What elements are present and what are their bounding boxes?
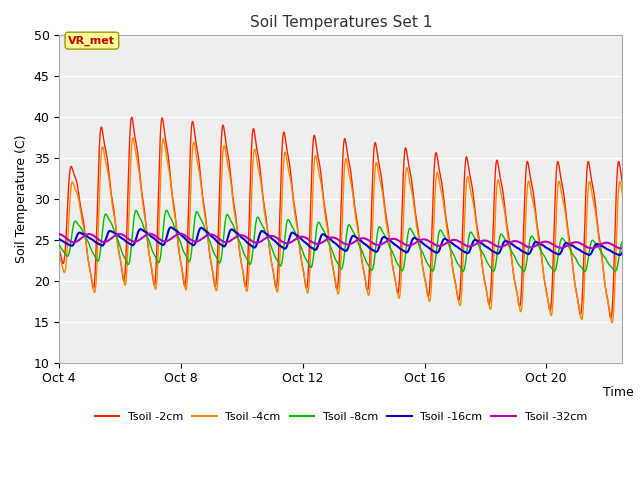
X-axis label: Time: Time [603, 385, 634, 398]
Y-axis label: Soil Temperature (C): Soil Temperature (C) [15, 135, 28, 263]
Legend: Tsoil -2cm, Tsoil -4cm, Tsoil -8cm, Tsoil -16cm, Tsoil -32cm: Tsoil -2cm, Tsoil -4cm, Tsoil -8cm, Tsoi… [90, 408, 591, 426]
Text: VR_met: VR_met [68, 36, 115, 46]
Title: Soil Temperatures Set 1: Soil Temperatures Set 1 [250, 15, 432, 30]
